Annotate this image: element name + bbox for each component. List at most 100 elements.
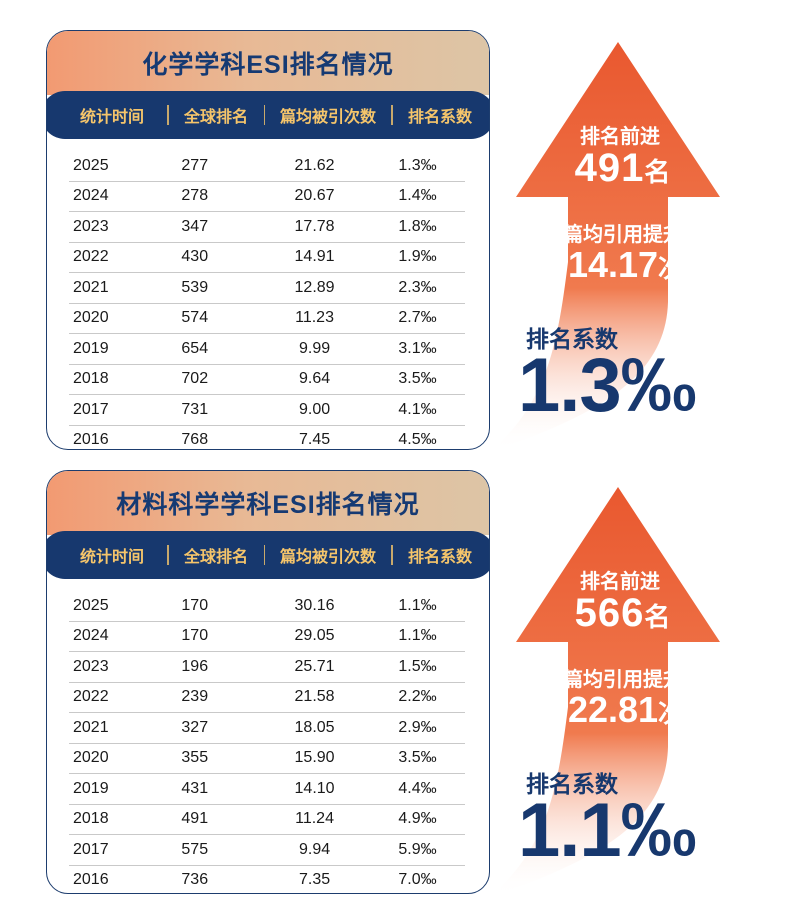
header-divider [263,545,265,565]
table-cell: 2018 [73,810,109,828]
table-cell: 2022 [73,248,109,266]
table-row: 2025 277 21.62 1.3‰ [69,151,465,182]
column-header: 排名系数 [407,109,472,126]
table-cell: 2025 [73,596,109,614]
column-header: 全球排名 [183,549,248,566]
table-cell: 21.58 [294,688,335,706]
table-cell: 29.05 [294,627,335,645]
rank-advance-value: 491名 [574,146,672,190]
table-cell: 702 [181,370,209,388]
table-row: 2019 431 14.10 4.4‰ [69,774,465,805]
table-row: 2021 327 18.05 2.9‰ [69,713,465,744]
header-divider [391,105,393,125]
ranking-coefficient-value: 1.1‰ [518,788,697,873]
ranking-coefficient-label: 排名系数 [526,326,618,352]
table-cell: 574 [181,309,209,327]
table-cell: 3.5‰ [398,749,437,767]
table-cell: 3.1‰ [398,339,437,357]
table-title: 材料科学学科ESI排名情况 [47,471,489,535]
table-row: 2020 355 15.90 3.5‰ [69,744,465,774]
table-cell: 7.0‰ [398,871,437,889]
table-cell: 4.1‰ [398,400,437,418]
up-arrow-icon [490,487,720,897]
table-cell: 4.9‰ [398,810,437,828]
table-cell: 2016 [73,431,109,449]
table-cell: 5.9‰ [398,840,437,858]
table-cell: 2.3‰ [398,278,437,296]
table-cell: 1.8‰ [398,217,437,235]
table-cell: 18.05 [294,718,335,736]
table-title: 化学学科ESI排名情况 [47,31,489,95]
table-cell: 431 [181,779,209,797]
table-cell: 14.91 [294,248,335,266]
citation-increase-label: 篇均引用提升 [563,669,683,691]
table-cell: 575 [181,840,209,858]
ranking-coefficient-value: 1.3‰ [518,343,697,428]
table-cell: 239 [181,688,209,706]
table-cell: 2020 [73,309,109,327]
table-row: 2022 239 21.58 2.2‰ [69,683,465,713]
up-arrow-icon [490,42,720,452]
table-cell: 430 [181,248,209,266]
table-cell: 277 [181,156,209,174]
table-cell: 278 [181,187,209,205]
table-cell: 1.1‰ [398,627,437,645]
table-cell: 14.10 [294,779,335,797]
table-row: 2019 654 9.99 3.1‰ [69,334,465,365]
rank-advance-label: 排名前进 [580,571,660,593]
table-cell: 7.35 [298,871,331,889]
header-divider [167,545,169,565]
header-divider [167,105,169,125]
table-row: 2024 278 20.67 1.4‰ [69,182,465,212]
table-cell: 731 [181,400,209,418]
table-cell: 2020 [73,749,109,767]
table-cell: 4.5‰ [398,431,437,449]
table-cell: 2017 [73,400,109,418]
table-cell: 1.9‰ [398,248,437,266]
table-cell: 170 [181,596,209,614]
table-cell: 9.94 [298,840,331,858]
table-row: 2018 702 9.64 3.5‰ [69,365,465,395]
materials-highlight-arrow: 排名前进 566名 篇均引用提升 22.81次 排名系数 1.1‰ [488,487,799,906]
table-row: 2023 347 17.78 1.8‰ [69,212,465,243]
table-cell: 2024 [73,627,109,645]
table-cell: 2018 [73,370,109,388]
citation-increase-label: 篇均引用提升 [563,224,683,246]
table-cell: 3.5‰ [398,370,437,388]
table-row: 2017 575 9.94 5.9‰ [69,835,465,866]
table-cell: 9.64 [298,370,331,388]
table-cell: 17.78 [294,217,335,235]
table-header: 统计时间 全球排名 篇均被引次数 排名系数 [47,531,489,579]
table-cell: 2.2‰ [398,688,437,706]
table-cell: 2023 [73,217,109,235]
table-row: 2018 491 11.24 4.9‰ [69,805,465,835]
header-divider [263,105,265,125]
chemistry-esi-table-card: 化学学科ESI排名情况 统计时间 全球排名 篇均被引次数 排名系数 2025 27… [46,30,490,450]
table-cell: 2016 [73,871,109,889]
table-row: 2016 768 7.45 4.5‰ [69,426,465,450]
table-cell: 170 [181,627,209,645]
header-divider [391,545,393,565]
table-cell: 30.16 [294,596,335,614]
column-header: 篇均被引次数 [279,109,376,126]
table-cell: 9.00 [298,400,331,418]
table-cell: 2023 [73,657,109,675]
column-header: 统计时间 [79,549,144,566]
materials-esi-table-card: 材料科学学科ESI排名情况 统计时间 全球排名 篇均被引次数 排名系数 2025… [46,470,490,894]
table-cell: 2021 [73,718,109,736]
table-cell: 25.71 [294,657,335,675]
column-header: 排名系数 [407,549,472,566]
column-header: 篇均被引次数 [279,549,376,566]
table-cell: 2017 [73,840,109,858]
chemistry-highlight-arrow: 排名前进 491名 篇均引用提升 14.17次 排名系数 1.3‰ [488,42,799,462]
table-cell: 12.89 [294,278,335,296]
column-header: 统计时间 [79,109,144,126]
rank-advance-label: 排名前进 [580,126,660,148]
table-body: 2025 170 30.16 1.1‰ 2024 170 29.05 1.1‰ 2023 196 2… [69,591,465,893]
table-row: 2023 196 25.71 1.5‰ [69,652,465,683]
table-row: 2024 170 29.05 1.1‰ [69,622,465,652]
table-cell: 7.45 [298,431,331,449]
citation-increase-value: 14.17次 [567,244,685,285]
table-cell: 4.4‰ [398,779,437,797]
table-header: 统计时间 全球排名 篇均被引次数 排名系数 [47,91,489,139]
